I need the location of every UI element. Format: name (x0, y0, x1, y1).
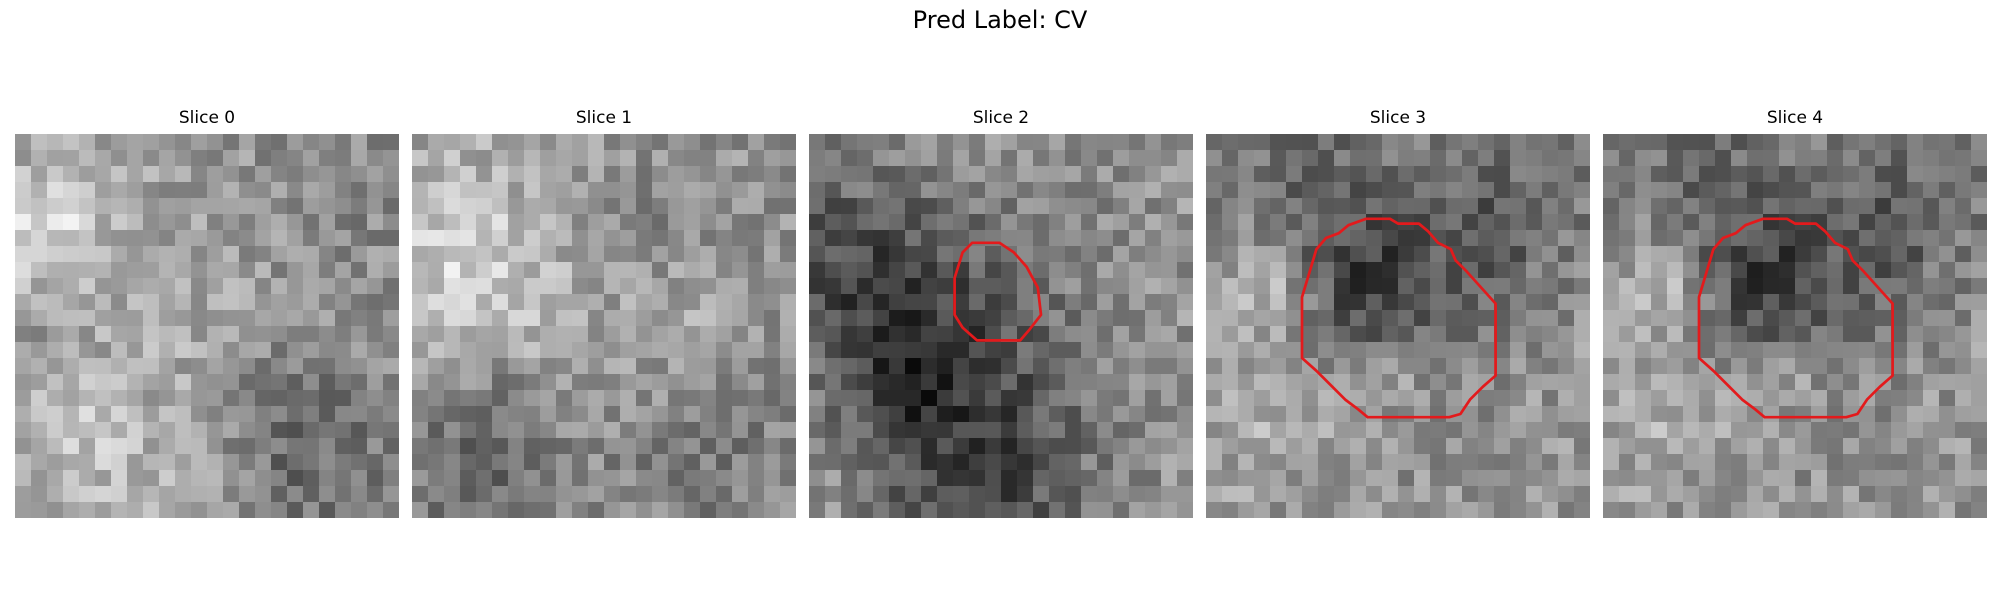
contour-outline (1697, 217, 1894, 419)
slice-image (1206, 134, 1590, 518)
contour-outline (953, 241, 1043, 342)
slice-image (1603, 134, 1987, 518)
slice-title: Slice 0 (178, 108, 236, 128)
slice-image (412, 134, 796, 518)
slice-title: Slice 2 (972, 108, 1030, 128)
slice-image (809, 134, 1193, 518)
figure-title: Pred Label: CV (912, 6, 1088, 34)
slice-title: Slice 1 (575, 108, 633, 128)
slice-title: Slice 4 (1766, 108, 1824, 128)
slice-image (15, 134, 399, 518)
slice-title: Slice 3 (1369, 108, 1427, 128)
contour-outline (1300, 217, 1497, 419)
